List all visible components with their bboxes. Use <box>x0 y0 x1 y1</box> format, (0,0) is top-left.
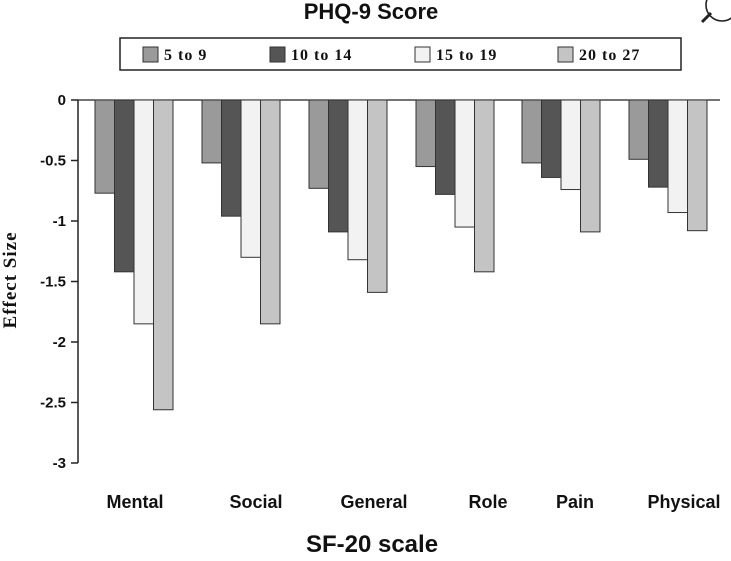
legend-label-series-4: 20 to 27 <box>579 47 640 64</box>
y-tick-label: 0 <box>58 92 66 109</box>
bar-general-series-4 <box>367 99 388 293</box>
bar-general-series-1 <box>308 99 329 189</box>
bars <box>94 99 708 411</box>
bar-role-series-4 <box>474 99 495 273</box>
bar-physical-series-2 <box>648 99 669 188</box>
legend-frame <box>119 37 682 71</box>
legend-swatch-series-1 <box>142 46 159 63</box>
x-tick-label-role: Role <box>468 492 507 512</box>
y-tick-label: -0.5 <box>40 153 66 170</box>
bar-pain-series-4 <box>580 99 601 233</box>
x-tick-label-social: Social <box>229 492 282 512</box>
bar-general-series-2 <box>328 99 349 233</box>
bar-physical-series-3 <box>667 99 688 214</box>
y-tick-label: -1.5 <box>40 274 66 291</box>
x-tick-label-mental: Mental <box>106 492 163 512</box>
bar-pain-series-3 <box>560 99 581 191</box>
x-tick-label-physical: Physical <box>647 492 720 512</box>
x-tick-label-general: General <box>340 492 407 512</box>
legend-swatch-series-3 <box>414 46 431 63</box>
bar-pain-series-1 <box>521 99 542 164</box>
bar-mental-series-3 <box>133 99 154 325</box>
bar-physical-series-4 <box>687 99 708 232</box>
legend-swatch-series-4 <box>557 46 574 63</box>
bar-social-series-1 <box>201 99 222 164</box>
bar-role-series-3 <box>454 99 475 228</box>
bar-mental-series-2 <box>114 99 135 273</box>
legend-label-series-2: 10 to 14 <box>291 47 352 64</box>
legend-label-series-3: 15 to 19 <box>436 47 497 64</box>
legend-swatch-series-2 <box>269 46 286 63</box>
legend: 5 to 9 10 to 14 15 to 19 20 to 27 <box>119 37 682 71</box>
bar-general-series-3 <box>347 99 368 261</box>
bar-social-series-4 <box>260 99 281 325</box>
y-tick-label: -1 <box>53 213 66 230</box>
bar-physical-series-1 <box>628 99 649 160</box>
bar-mental-series-4 <box>153 99 174 411</box>
bar-pain-series-2 <box>541 99 562 178</box>
magnifier-icon[interactable] <box>700 0 731 24</box>
legend-label-series-1: 5 to 9 <box>164 47 207 64</box>
y-ticks: 0 -0.5 -1 -1.5 -2 -2.5 -3 <box>40 92 78 472</box>
chart-title: PHQ-9 Score <box>304 0 439 24</box>
x-ticks: Mental Social General Role Pain Physical <box>106 492 720 512</box>
bar-mental-series-1 <box>94 99 115 194</box>
bar-social-series-3 <box>240 99 261 258</box>
y-tick-label: -2.5 <box>40 395 66 412</box>
y-tick-label: -3 <box>53 455 66 472</box>
y-tick-label: -2 <box>53 334 66 351</box>
x-axis-label: SF-20 scale <box>306 531 438 558</box>
bar-role-series-1 <box>415 99 436 168</box>
bar-role-series-2 <box>435 99 456 195</box>
axes <box>77 99 720 463</box>
bar-social-series-2 <box>221 99 242 217</box>
y-axis-label: Effect Size <box>0 232 21 329</box>
x-tick-label-pain: Pain <box>556 492 594 512</box>
